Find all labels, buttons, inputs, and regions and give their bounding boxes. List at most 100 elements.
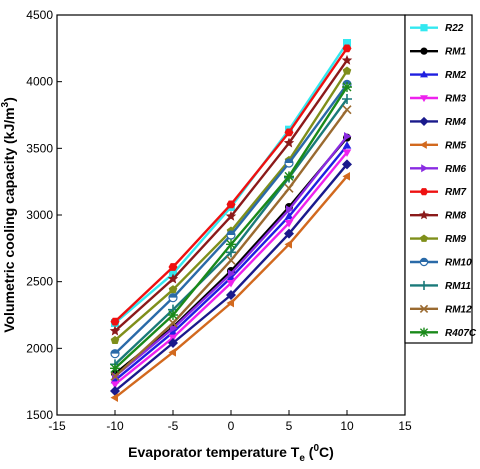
- data-point-rm9: [110, 335, 120, 344]
- legend-label: RM5: [445, 140, 467, 151]
- data-point-rm5: [226, 298, 234, 308]
- x-tick-label: 5: [286, 419, 293, 433]
- legend-marker: [420, 234, 428, 242]
- data-point-rm5: [284, 240, 292, 249]
- y-tick-label: 2000: [26, 341, 53, 355]
- legend-label: RM4: [445, 117, 467, 128]
- series-rm8: [109, 54, 353, 336]
- data-point-rm12: [284, 183, 294, 193]
- data-point-rm8: [167, 273, 179, 284]
- x-axis-title: Evaporator temperature Te (0C): [128, 443, 334, 464]
- data-point-r407c: [342, 82, 352, 92]
- data-point-rm3: [226, 280, 236, 288]
- legend-marker: [419, 280, 429, 291]
- legend-marker: [419, 140, 427, 149]
- data-point-rm6: [170, 324, 178, 333]
- series-r407c: [110, 82, 352, 374]
- legend-item-rm2: RM2: [410, 70, 467, 81]
- legend-marker: [419, 257, 429, 267]
- legend-item-rm9: RM9: [410, 234, 467, 245]
- data-point-rm12: [342, 105, 352, 115]
- data-point-rm5: [342, 172, 350, 181]
- x-tick-label: 10: [340, 419, 354, 433]
- legend-marker: [419, 304, 429, 314]
- data-point-rm3: [284, 220, 294, 228]
- legend-item-rm5: RM5: [410, 140, 467, 151]
- legend-label: RM3: [445, 94, 467, 105]
- x-tick-label: -15: [48, 419, 66, 433]
- y-axis-title: Volumetric cooling capacity (kJ/m3): [0, 97, 17, 333]
- legend-label: RM1: [445, 47, 467, 58]
- legend-marker: [419, 327, 429, 337]
- series-rm5: [110, 172, 350, 402]
- series-rm4: [110, 159, 352, 396]
- legend-label: RM10: [445, 258, 472, 269]
- data-point-r22: [343, 39, 351, 47]
- data-point-r407c: [226, 239, 236, 250]
- data-point-rm6: [344, 132, 352, 141]
- data-point-rm6: [228, 269, 236, 278]
- data-point-rm5: [110, 393, 118, 402]
- legend-label: R22: [445, 23, 464, 34]
- legend-label: RM6: [445, 164, 467, 175]
- legend-item-rm10: RM10: [410, 258, 472, 269]
- data-point-rm6: [286, 205, 294, 214]
- legend-item-r407c: R407C: [410, 327, 477, 339]
- legend-item-r22: R22: [410, 23, 464, 34]
- data-point-rm8: [341, 54, 353, 65]
- data-point-rm12: [168, 318, 178, 328]
- data-point-rm4: [342, 159, 352, 170]
- series-rm10: [110, 79, 352, 359]
- data-point-rm2: [342, 141, 352, 149]
- legend-marker: [419, 188, 429, 196]
- data-point-rm4: [284, 228, 294, 239]
- legend-item-rm7: RM7: [410, 187, 467, 198]
- legend-item-rm3: RM3: [410, 94, 467, 105]
- data-point-rm12: [226, 255, 236, 265]
- data-point-rm10: [168, 293, 178, 303]
- data-point-rm8: [225, 210, 237, 221]
- legend-marker: [420, 47, 428, 55]
- legend-marker: [420, 70, 428, 78]
- data-point-rm10: [226, 230, 236, 240]
- series-rm12: [110, 105, 352, 381]
- legend-item-rm8: RM8: [410, 210, 467, 222]
- data-point-rm8: [109, 325, 121, 336]
- data-point-rm2: [168, 327, 178, 336]
- legend-label: R407C: [445, 328, 477, 339]
- y-tick-label: 2500: [26, 275, 53, 289]
- x-tick-label: -5: [168, 419, 179, 433]
- data-point-rm7: [284, 128, 294, 137]
- legend-item-rm1: RM1: [410, 47, 467, 58]
- legend-label: RM8: [445, 211, 467, 222]
- legend-item-rm11: RM11: [410, 280, 471, 292]
- data-point-rm7: [342, 44, 352, 53]
- data-point-rm3: [110, 381, 120, 389]
- y-tick-label: 3500: [26, 141, 53, 155]
- data-point-rm10: [110, 349, 120, 359]
- legend-marker: [419, 210, 429, 220]
- y-tick-label: 4500: [26, 8, 53, 22]
- data-point-r407c: [168, 310, 178, 320]
- data-point-rm11: [342, 94, 352, 104]
- x-tick-label: 0: [228, 419, 235, 433]
- data-point-rm8: [283, 137, 295, 148]
- data-point-rm3: [342, 149, 352, 157]
- data-point-r407c: [284, 171, 294, 182]
- legend-marker: [419, 116, 429, 127]
- data-point-rm5: [168, 348, 176, 357]
- y-tick-label: 4000: [26, 75, 53, 89]
- legend-label: RM11: [445, 281, 471, 292]
- y-tick-label: 1500: [26, 408, 53, 422]
- legend-marker: [420, 24, 428, 32]
- legend-marker: [420, 95, 428, 103]
- data-point-rm7: [110, 317, 120, 326]
- x-tick-label: -10: [106, 419, 124, 433]
- y-tick-label: 3000: [26, 208, 53, 222]
- data-point-r407c: [110, 363, 120, 374]
- data-point-rm7: [226, 200, 236, 209]
- series-layer: [109, 39, 353, 402]
- data-point-rm4: [110, 386, 120, 396]
- data-point-rm9: [342, 66, 352, 75]
